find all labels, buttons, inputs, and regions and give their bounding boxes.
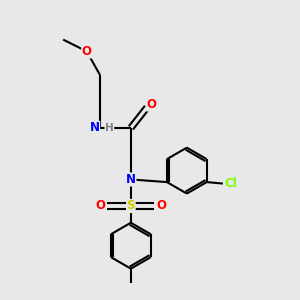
Text: O: O [82,45,92,58]
Text: N: N [90,122,100,134]
Text: N: N [126,173,136,186]
Text: O: O [146,98,157,111]
Text: O: O [156,200,166,212]
Text: Cl: Cl [225,177,238,190]
Text: S: S [127,200,135,212]
Text: O: O [96,200,106,212]
Text: H: H [105,123,114,133]
